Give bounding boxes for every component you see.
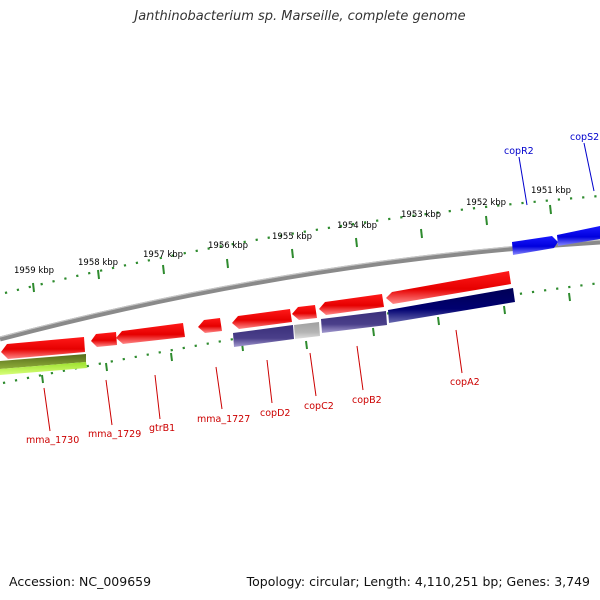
- ruler-label-1957: 1957 kbp: [143, 250, 183, 260]
- forward-strand-genes: [512, 226, 600, 255]
- inner-ruler: [2, 281, 600, 385]
- label-mma_1729[interactable]: mma_1729: [88, 429, 141, 440]
- label-copR2[interactable]: copR2: [504, 146, 534, 157]
- outer-ruler-dots: [4, 194, 600, 295]
- reverse-strand-genes: [1, 271, 511, 359]
- gene-mma_1729[interactable]: [91, 332, 117, 347]
- gene-copA2[interactable]: [386, 271, 511, 304]
- gene-copC2[interactable]: [292, 305, 317, 320]
- label-copA2[interactable]: copA2: [450, 377, 480, 388]
- label-copC2[interactable]: copC2: [304, 401, 334, 412]
- feature-navy[interactable]: [388, 288, 515, 323]
- feature-lime[interactable]: [0, 362, 87, 375]
- feature-track: [0, 288, 515, 375]
- feature-grey[interactable]: [294, 322, 320, 339]
- gene-gtrB1[interactable]: [116, 323, 185, 344]
- gene-copR2[interactable]: [512, 236, 558, 255]
- ruler-label-1954: 1954 kbp: [337, 221, 377, 231]
- gene-mma_1730[interactable]: [1, 337, 85, 359]
- gene-labels: copR2 copS2 mma_1730 mma_1729 gtrB1 mma_…: [26, 132, 599, 446]
- feature-purple-1[interactable]: [233, 325, 294, 347]
- outer-ruler-major-ticks: [32, 204, 552, 293]
- genome-backbone-highlight: [0, 239, 600, 338]
- ruler-label-1951: 1951 kbp: [531, 186, 571, 196]
- label-copD2[interactable]: copD2: [260, 408, 290, 419]
- label-leaders: [43, 142, 595, 432]
- outer-ruler: 1959 kbp 1958 kbp 1957 kbp 1956 kbp 1955…: [4, 186, 600, 295]
- gene-copS2[interactable]: [557, 226, 600, 246]
- feature-olive[interactable]: [0, 354, 86, 369]
- ruler-label-1953: 1953 kbp: [401, 210, 441, 220]
- feature-purple-2[interactable]: [321, 311, 387, 333]
- accession-text: Accession: NC_009659: [9, 574, 152, 589]
- ruler-label-1955: 1955 kbp: [272, 232, 312, 242]
- label-copS2[interactable]: copS2: [570, 132, 599, 143]
- ruler-label-1956: 1956 kbp: [208, 241, 248, 251]
- label-mma_1730[interactable]: mma_1730: [26, 435, 79, 446]
- label-gtrB1[interactable]: gtrB1: [149, 423, 175, 434]
- inner-ruler-major-ticks: [41, 292, 571, 384]
- ruler-label-1952: 1952 kbp: [466, 198, 506, 208]
- label-copB2[interactable]: copB2: [352, 395, 382, 406]
- gene-copD2[interactable]: [232, 309, 292, 329]
- gene-mma_1727[interactable]: [198, 318, 222, 333]
- ruler-label-1959: 1959 kbp: [14, 266, 54, 276]
- ruler-label-1958: 1958 kbp: [78, 258, 118, 268]
- genome-summary-text: Topology: circular; Length: 4,110,251 bp…: [246, 574, 590, 589]
- label-mma_1727[interactable]: mma_1727: [197, 414, 250, 425]
- gene-copB2[interactable]: [319, 294, 384, 315]
- genome-title: Janthinobacterium sp. Marseille, complet…: [134, 9, 466, 24]
